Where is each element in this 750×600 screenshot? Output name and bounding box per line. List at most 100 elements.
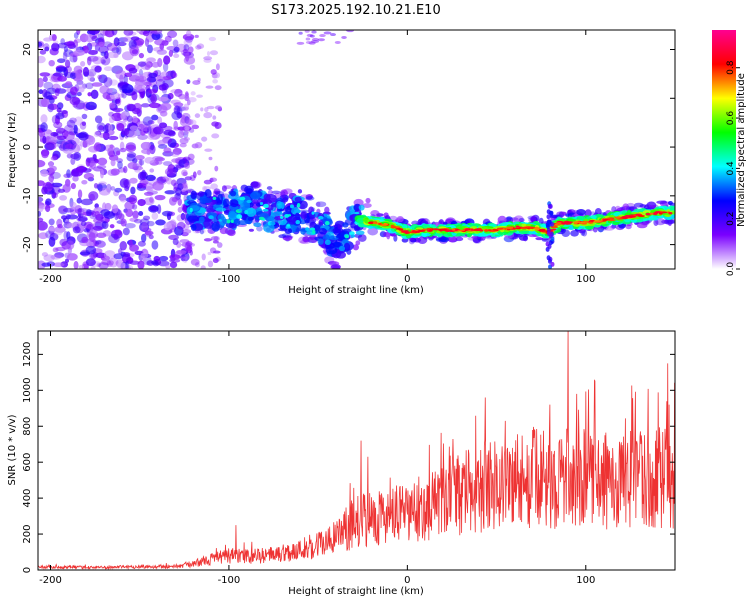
heatmap-cell (154, 157, 165, 162)
heatmap-cell (611, 224, 617, 229)
heatmap-cell (108, 115, 115, 124)
heatmap-cell (38, 211, 42, 217)
heatmap-cell (89, 77, 96, 82)
heatmap-cell (202, 197, 212, 204)
heatmap-cell (72, 226, 81, 234)
heatmap-cell (72, 53, 78, 63)
heatmap-cell (44, 183, 55, 190)
heatmap-cell (209, 229, 214, 234)
heatmap-cell (214, 85, 222, 91)
heatmap-cell (190, 190, 198, 200)
heatmap-cell (546, 227, 551, 233)
heatmap-cell (131, 49, 139, 55)
heatmap-cell (116, 123, 125, 132)
heatmap-cell (206, 51, 211, 57)
heatmap-cell (152, 126, 164, 135)
heatmap-cell (98, 133, 111, 139)
heatmap-cell (287, 215, 297, 225)
heatmap-cell (141, 148, 153, 155)
heatmap-cell (628, 215, 636, 218)
heatmap-cell (106, 260, 114, 266)
heatmap-cell (162, 161, 173, 167)
heatmap-cell (147, 126, 152, 135)
heatmap-cell (42, 76, 48, 83)
heatmap-cell (173, 53, 180, 58)
heatmap-cell (534, 228, 540, 231)
heatmap-cell (574, 222, 578, 225)
heatmap-cell (285, 225, 291, 229)
heatmap-cell (190, 258, 200, 266)
heatmap-cell (546, 214, 551, 220)
heatmap-cell (250, 191, 261, 200)
heatmap-cell (87, 68, 97, 77)
heatmap-cell (352, 244, 360, 251)
heatmap-cell (76, 30, 81, 36)
heatmap-cell (212, 250, 221, 254)
heatmap-cell (81, 236, 89, 244)
heatmap-cell (113, 253, 124, 260)
heatmap-cell (263, 222, 275, 233)
heatmap-cell (270, 221, 276, 226)
heatmap-cell (428, 228, 433, 232)
heatmap-cell (47, 103, 54, 113)
heatmap-cell (649, 205, 656, 209)
heatmap-cell (538, 229, 546, 232)
heatmap-cell (214, 121, 222, 129)
heatmap-cell (43, 81, 54, 90)
heatmap-cell (212, 240, 219, 244)
heatmap-cell (138, 183, 147, 189)
heatmap-cell (546, 219, 551, 225)
heatmap-cell (67, 253, 78, 261)
heatmap-cell (194, 34, 199, 38)
heatmap-cell (319, 228, 327, 235)
heatmap-cell (156, 78, 166, 88)
heatmap-cell (69, 96, 81, 106)
heatmap-cell (54, 226, 66, 233)
heatmap-cell (218, 219, 222, 222)
heatmap-cell (127, 162, 138, 170)
heatmap-cell (172, 39, 179, 47)
y-tick-label: 200 (22, 525, 33, 544)
heatmap-cell (80, 61, 86, 67)
heatmap-cell (390, 224, 395, 227)
heatmap-cell (137, 240, 146, 247)
heatmap-cell (262, 199, 273, 205)
heatmap-cell (132, 204, 138, 210)
heatmap-cell (549, 210, 554, 216)
heatmap-cell (263, 203, 269, 209)
heatmap-cell (155, 75, 162, 81)
heatmap-cell (148, 72, 158, 79)
heatmap-cell (142, 116, 153, 126)
heatmap-cell (187, 215, 199, 223)
heatmap-cell (182, 33, 195, 41)
heatmap-cell (208, 215, 214, 220)
heatmap-cell (409, 237, 416, 243)
heatmap-cell (176, 112, 183, 119)
heatmap-cell (182, 171, 188, 177)
heatmap-cell (194, 113, 201, 118)
heatmap-cell (146, 76, 157, 83)
spectrogram-x-label: Height of straight line (km) (288, 285, 424, 296)
heatmap-cell (114, 98, 121, 104)
heatmap-cell (206, 105, 215, 110)
colorbar-tick-label: 0.2 (726, 212, 736, 226)
heatmap-cell (353, 225, 361, 232)
heatmap-cell (202, 229, 206, 233)
heatmap-cell (167, 30, 178, 38)
y-tick-label: 0 (22, 144, 33, 150)
heatmap-cell (141, 123, 152, 132)
heatmap-cell (636, 222, 648, 229)
heatmap-cell (177, 206, 183, 213)
heatmap-cell (162, 175, 169, 180)
heatmap-cell (229, 223, 237, 229)
heatmap-cell (39, 72, 51, 77)
heatmap-cell (177, 198, 182, 206)
heatmap-cell (163, 55, 171, 65)
heatmap-cell (341, 35, 347, 39)
heatmap-cell (96, 262, 101, 268)
heatmap-cell (89, 160, 97, 169)
heatmap-cell (221, 185, 227, 192)
heatmap-cell (188, 119, 197, 126)
heatmap-cell (130, 186, 136, 195)
heatmap-cell (72, 175, 79, 182)
